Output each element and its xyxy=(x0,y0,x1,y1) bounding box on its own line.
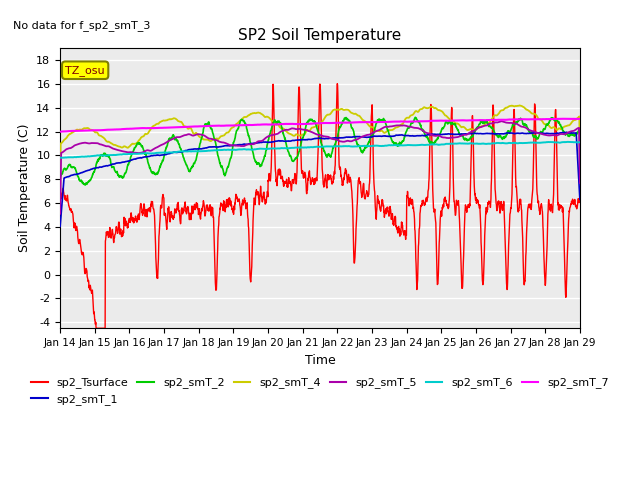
Text: TZ_osu: TZ_osu xyxy=(65,65,105,76)
X-axis label: Time: Time xyxy=(305,354,335,367)
Title: SP2 Soil Temperature: SP2 Soil Temperature xyxy=(238,28,402,43)
Y-axis label: Soil Temperature (C): Soil Temperature (C) xyxy=(18,124,31,252)
Legend: sp2_Tsurface, sp2_smT_1, sp2_smT_2, sp2_smT_4, sp2_smT_5, sp2_smT_6, sp2_smT_7: sp2_Tsurface, sp2_smT_1, sp2_smT_2, sp2_… xyxy=(27,373,613,409)
Text: No data for f_sp2_smT_3: No data for f_sp2_smT_3 xyxy=(13,20,151,31)
